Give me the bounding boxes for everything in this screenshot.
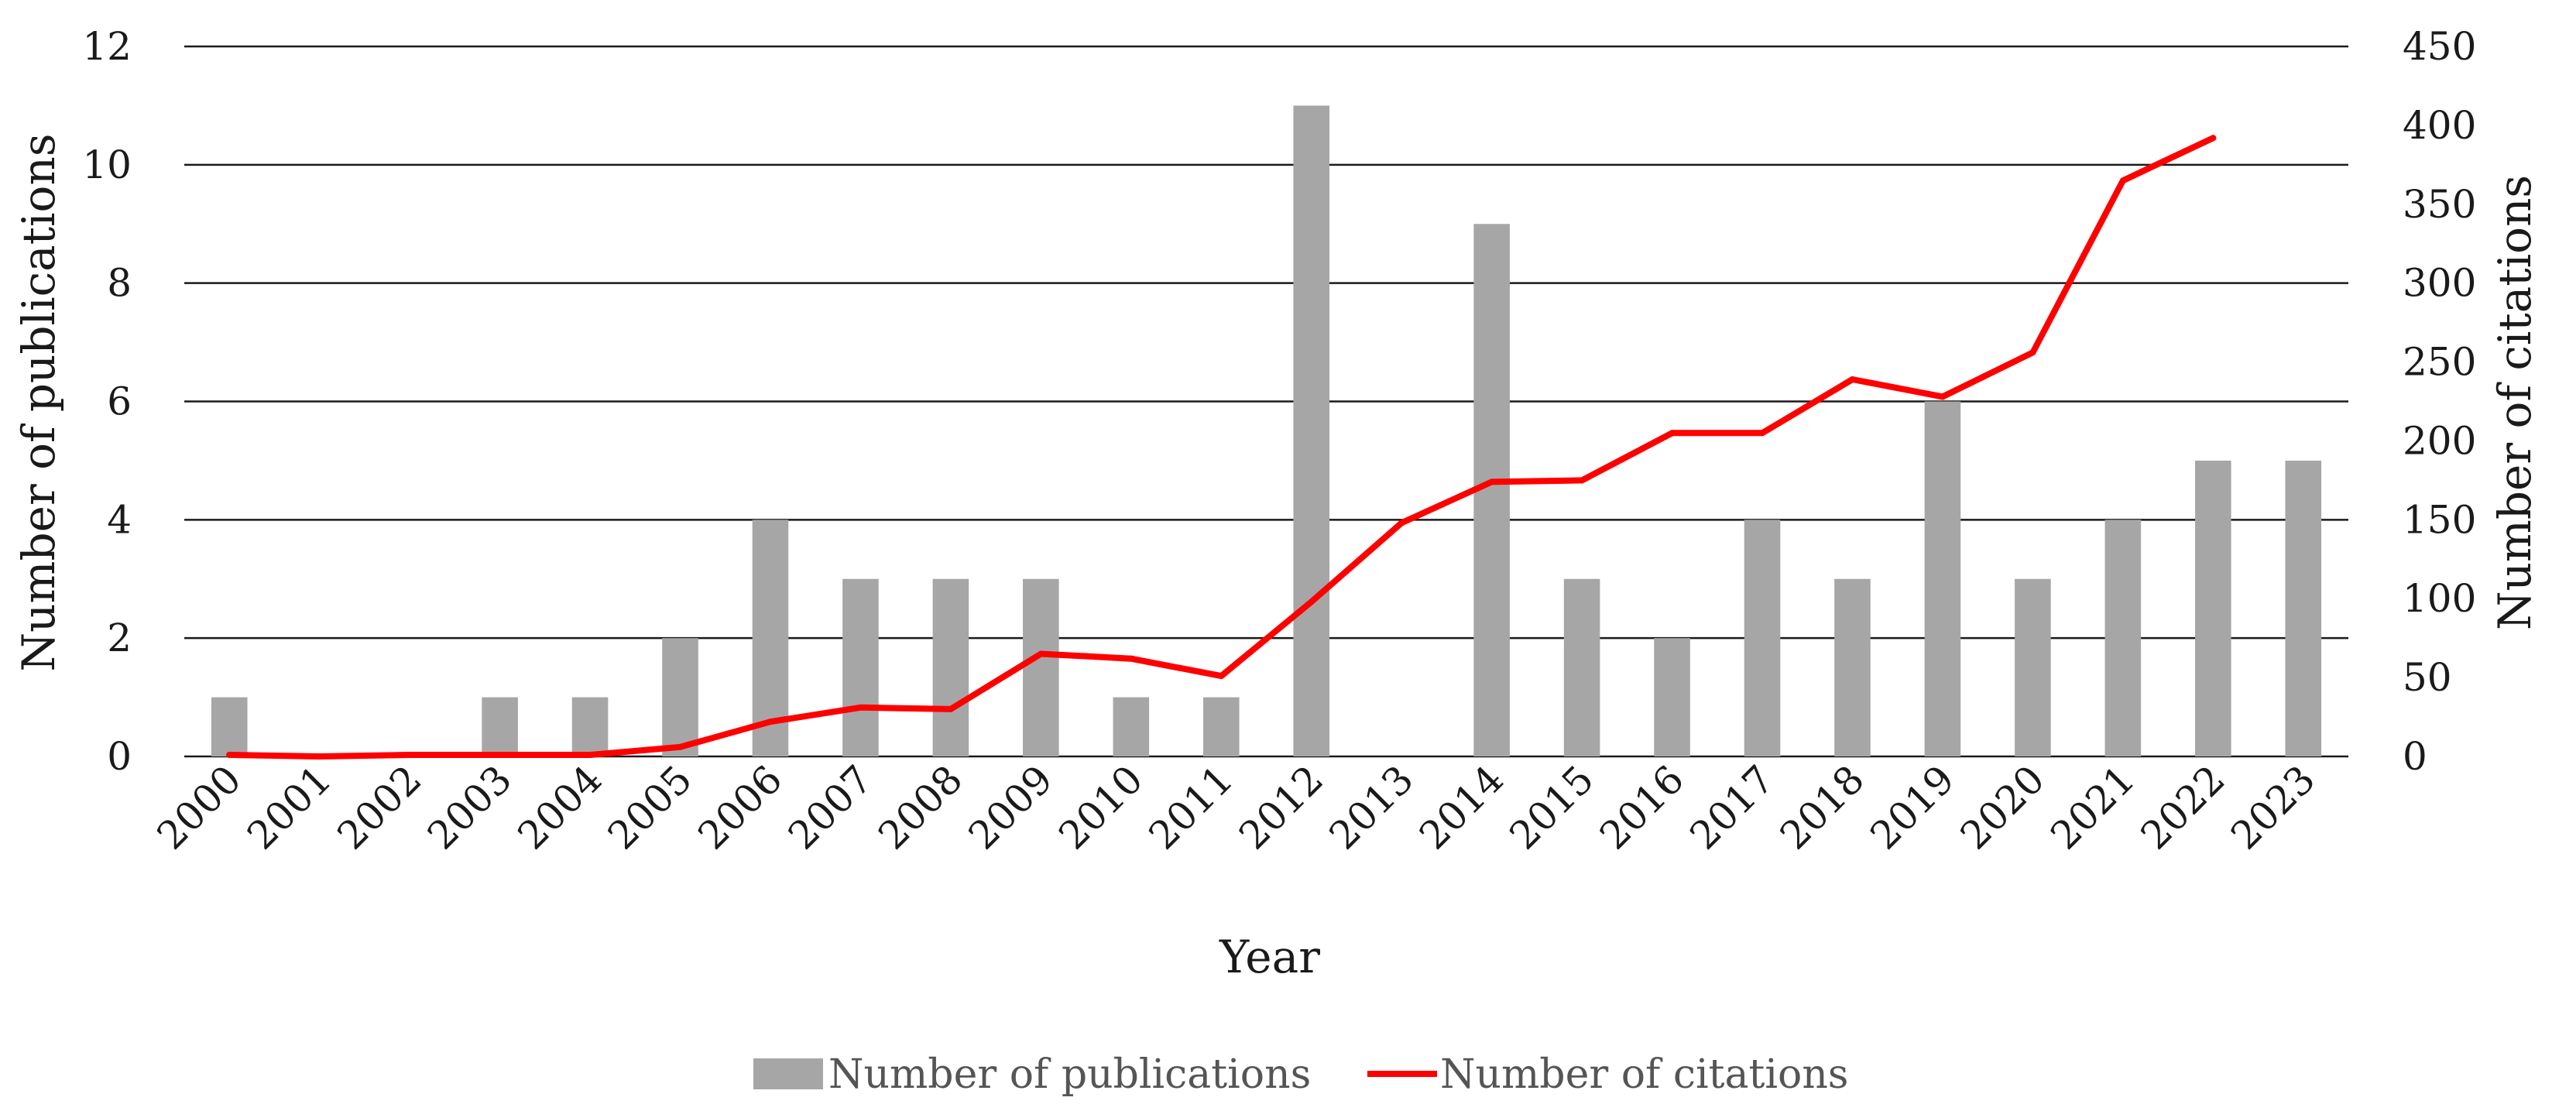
right-tick-label: 300 [2403,261,2476,306]
x-tick-label: 2015 [1501,756,1603,858]
left-axis-ticks: 0 2 4 6 8 10 12 [82,24,132,779]
citation-point-2020 [2029,349,2036,356]
bar-2023 [2285,460,2322,756]
x-tick-label: 2002 [329,756,430,858]
citation-point-2010 [1127,655,1134,662]
right-axis-ticks: 0 50 100 150 200 250 300 350 400 450 [2403,24,2476,779]
x-tick-label: 2010 [1050,756,1151,858]
x-tick-label: 2005 [599,756,701,858]
bar-2005 [662,638,698,756]
citation-point-2011 [1218,673,1225,680]
publication-bars [211,105,2322,756]
citation-point-2001 [316,753,323,760]
right-tick-label: 50 [2403,655,2452,700]
citation-point-2006 [767,718,773,725]
citation-point-2019 [1939,393,1946,400]
citation-point-2000 [226,751,233,758]
x-tick-label: 2020 [1952,756,2053,858]
right-tick-label: 450 [2403,24,2476,69]
citation-point-2021 [2119,177,2126,184]
left-tick-label: 12 [82,24,132,69]
left-tick-label: 2 [107,616,132,660]
citation-point-2017 [1759,430,1766,437]
citation-line-layer [226,135,2217,760]
x-tick-label: 2019 [1861,756,1963,858]
bar-2007 [842,578,879,756]
citation-point-2002 [406,751,413,758]
x-tick-label: 2006 [689,756,791,858]
left-tick-label: 8 [107,261,132,306]
bar-2004 [571,697,609,756]
x-tick-label: 2001 [238,756,340,858]
left-tick-label: 0 [107,734,132,779]
citation-point-2015 [1579,477,1586,484]
left-axis-title: Number of publications [12,133,65,671]
legend-citations-label: Number of citations [1440,1051,1849,1098]
bar-2008 [932,578,969,756]
x-tick-label: 2009 [960,756,1062,858]
citation-point-2014 [1488,478,1495,485]
x-tick-label: 2021 [2042,756,2143,858]
right-tick-label: 250 [2403,340,2476,385]
x-tick-label: 2012 [1230,756,1332,858]
bar-2019 [1924,401,1961,756]
citation-point-2008 [947,705,954,712]
citation-point-2005 [677,743,684,750]
citation-point-2003 [496,751,503,758]
bar-2009 [1023,578,1059,756]
x-tick-label: 2023 [2222,756,2324,858]
left-tick-label: 10 [82,142,132,187]
x-tick-label: 2007 [780,756,881,858]
x-tick-label: 2008 [870,756,971,858]
bar-2011 [1202,697,1240,756]
bar-2000 [211,697,248,756]
citation-point-2022 [2210,135,2217,142]
bar-2012 [1293,105,1330,756]
bar-2020 [2015,578,2051,756]
x-tick-label: 2004 [509,756,611,858]
citation-point-2018 [1849,376,1856,382]
x-tick-label: 2014 [1411,756,1512,858]
citation-point-2004 [587,751,594,758]
x-tick-label: 2016 [1591,756,1693,858]
x-tick-label: 2018 [1772,756,1873,858]
x-tick-label: 2003 [419,756,520,858]
x-axis-ticks: 2000200120022003200420052006200720082009… [149,756,2324,858]
bar-2017 [1744,520,1781,756]
citation-line [226,135,2217,760]
citation-point-2016 [1669,430,1676,437]
bar-2021 [2104,520,2142,756]
bar-2022 [2195,460,2231,756]
x-tick-label: 2017 [1682,756,1783,858]
right-tick-label: 150 [2403,497,2476,542]
bar-2018 [1834,578,1871,756]
x-tick-label: 2013 [1321,756,1422,858]
legend-publications-swatch [753,1058,823,1089]
left-tick-label: 4 [107,497,132,542]
legend: Number of publications Number of citatio… [753,1051,1849,1098]
right-tick-label: 100 [2403,576,2476,621]
gridlines [184,45,2348,758]
right-tick-label: 200 [2403,418,2476,463]
citation-point-2009 [1038,650,1044,657]
right-tick-label: 0 [2403,734,2427,779]
bar-2010 [1113,697,1150,756]
x-tick-label: 2000 [149,756,250,858]
right-tick-label: 400 [2403,103,2476,148]
right-tick-label: 350 [2403,182,2476,227]
left-tick-label: 6 [107,379,132,424]
x-tick-label: 2011 [1141,756,1242,858]
bar-2016 [1654,638,1690,756]
citation-point-2013 [1398,520,1405,526]
x-tick-label: 2022 [2132,756,2234,858]
citation-point-2012 [1308,598,1315,605]
right-axis-title: Number of citations [2489,175,2541,630]
legend-publications-label: Number of publications [828,1051,1311,1098]
x-axis-title: Year [1219,931,1320,983]
bar-2015 [1563,578,1600,756]
citation-point-2007 [857,704,864,711]
bar-2003 [482,697,518,756]
